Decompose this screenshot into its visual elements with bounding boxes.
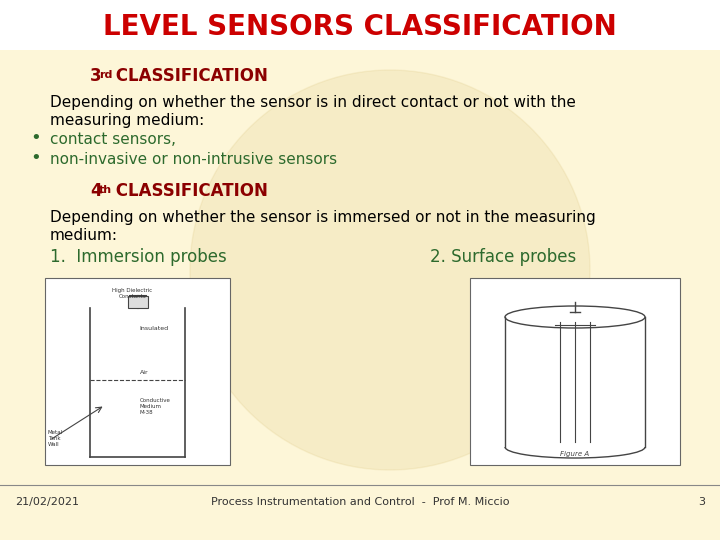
- Text: 3: 3: [698, 497, 705, 507]
- FancyBboxPatch shape: [45, 278, 230, 465]
- Text: Conductive
Medium
M-38: Conductive Medium M-38: [140, 398, 171, 415]
- Text: Depending on whether the sensor is immersed or not in the measuring: Depending on whether the sensor is immer…: [50, 210, 595, 225]
- Text: th: th: [99, 185, 112, 195]
- Text: Figure A: Figure A: [560, 451, 590, 457]
- Text: Metal
Tank
Wall: Metal Tank Wall: [48, 430, 63, 447]
- Text: •: •: [30, 149, 41, 167]
- Text: non-invasive or non-intrusive sensors: non-invasive or non-intrusive sensors: [50, 152, 337, 167]
- Text: Insulated: Insulated: [140, 326, 168, 330]
- Text: contact sensors,: contact sensors,: [50, 132, 176, 147]
- Text: Air: Air: [140, 369, 148, 375]
- Text: 21/02/2021: 21/02/2021: [15, 497, 79, 507]
- Text: 4: 4: [90, 182, 102, 200]
- Text: 1.  Immersion probes: 1. Immersion probes: [50, 248, 227, 266]
- FancyBboxPatch shape: [0, 0, 720, 50]
- Circle shape: [190, 70, 590, 470]
- Text: High Dielectric
Constants: High Dielectric Constants: [112, 288, 153, 299]
- Text: Depending on whether the sensor is in direct contact or not with the: Depending on whether the sensor is in di…: [50, 95, 576, 110]
- Text: 2. Surface probes: 2. Surface probes: [430, 248, 576, 266]
- FancyBboxPatch shape: [127, 296, 148, 308]
- Text: •: •: [30, 129, 41, 147]
- Text: 3: 3: [90, 67, 102, 85]
- Text: CLASSIFICATION: CLASSIFICATION: [110, 67, 268, 85]
- Text: measuring medium:: measuring medium:: [50, 113, 204, 128]
- Text: LEVEL SENSORS CLASSIFICATION: LEVEL SENSORS CLASSIFICATION: [103, 13, 617, 41]
- Text: rd: rd: [99, 70, 112, 80]
- Text: CLASSIFICATION: CLASSIFICATION: [110, 182, 268, 200]
- Text: medium:: medium:: [50, 228, 118, 243]
- Text: Process Instrumentation and Control  -  Prof M. Miccio: Process Instrumentation and Control - Pr…: [211, 497, 509, 507]
- FancyBboxPatch shape: [470, 278, 680, 465]
